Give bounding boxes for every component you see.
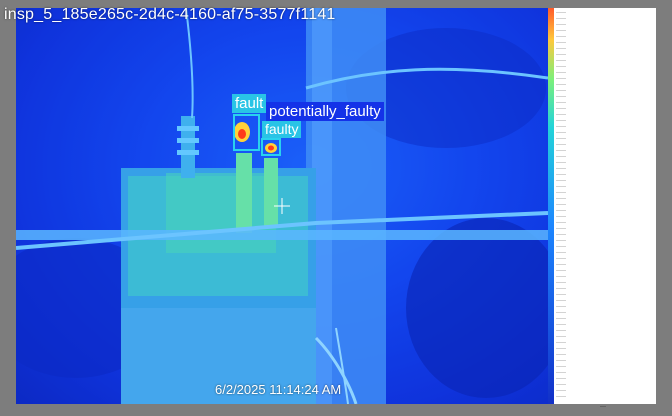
detection-box-fault[interactable] bbox=[233, 114, 260, 151]
temperature-scale: — bbox=[548, 8, 656, 410]
capture-timestamp: 6/2/2025 11:14:24 AM bbox=[215, 382, 342, 397]
cross-arm bbox=[16, 230, 548, 240]
detection-label-faulty: faulty bbox=[262, 121, 302, 138]
thermal-scene bbox=[16, 8, 548, 404]
wire-2 bbox=[305, 67, 548, 90]
color-scale-bar bbox=[548, 8, 554, 404]
scale-bottom-mark: — bbox=[600, 404, 606, 410]
insulator-left bbox=[181, 116, 195, 178]
thermal-image bbox=[16, 8, 548, 404]
insulator-right bbox=[264, 158, 278, 228]
detection-box-faulty[interactable] bbox=[261, 138, 281, 156]
detection-label-potentially-faulty: potentially_faulty bbox=[266, 102, 384, 121]
image-title: insp_5_185e265c-2d4c-4160-af75-3577f1141 bbox=[4, 6, 336, 23]
scale-ticks bbox=[556, 12, 566, 400]
insulator-mid bbox=[236, 153, 252, 233]
wire-1 bbox=[16, 211, 548, 250]
detection-label-fault: fault bbox=[232, 94, 267, 113]
crosshair-icon bbox=[274, 198, 290, 214]
